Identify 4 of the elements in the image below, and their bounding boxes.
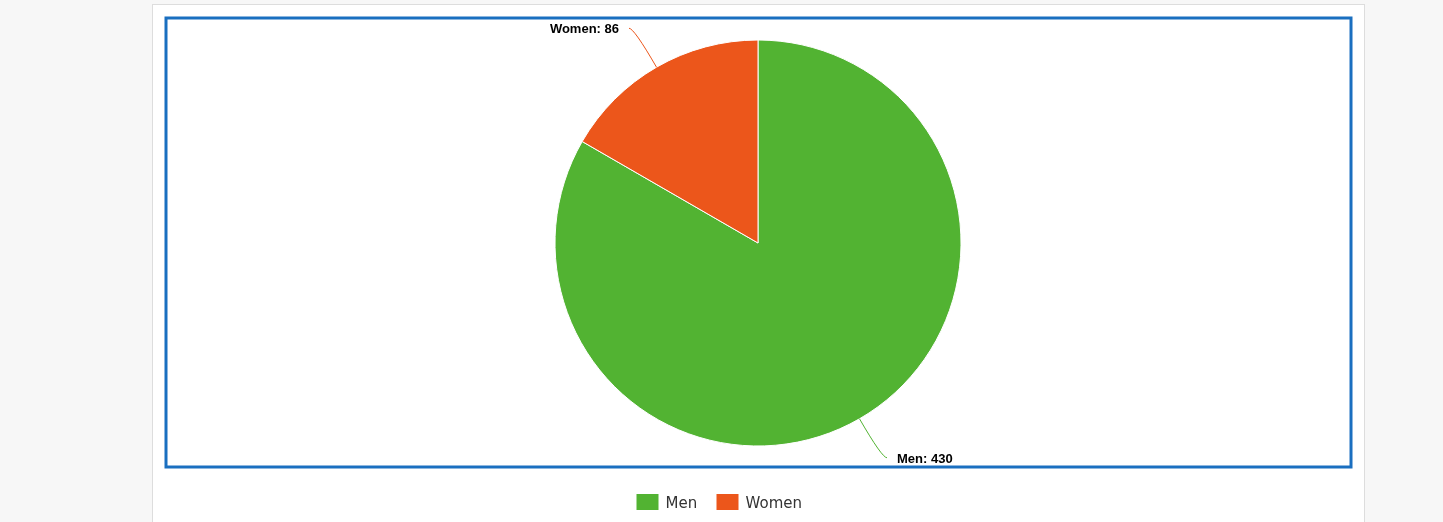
legend-label: Women <box>745 494 802 512</box>
legend-label: Men <box>665 494 698 512</box>
data-label: Men: 430 <box>897 450 953 466</box>
data-label: Women: 86 <box>549 21 619 37</box>
